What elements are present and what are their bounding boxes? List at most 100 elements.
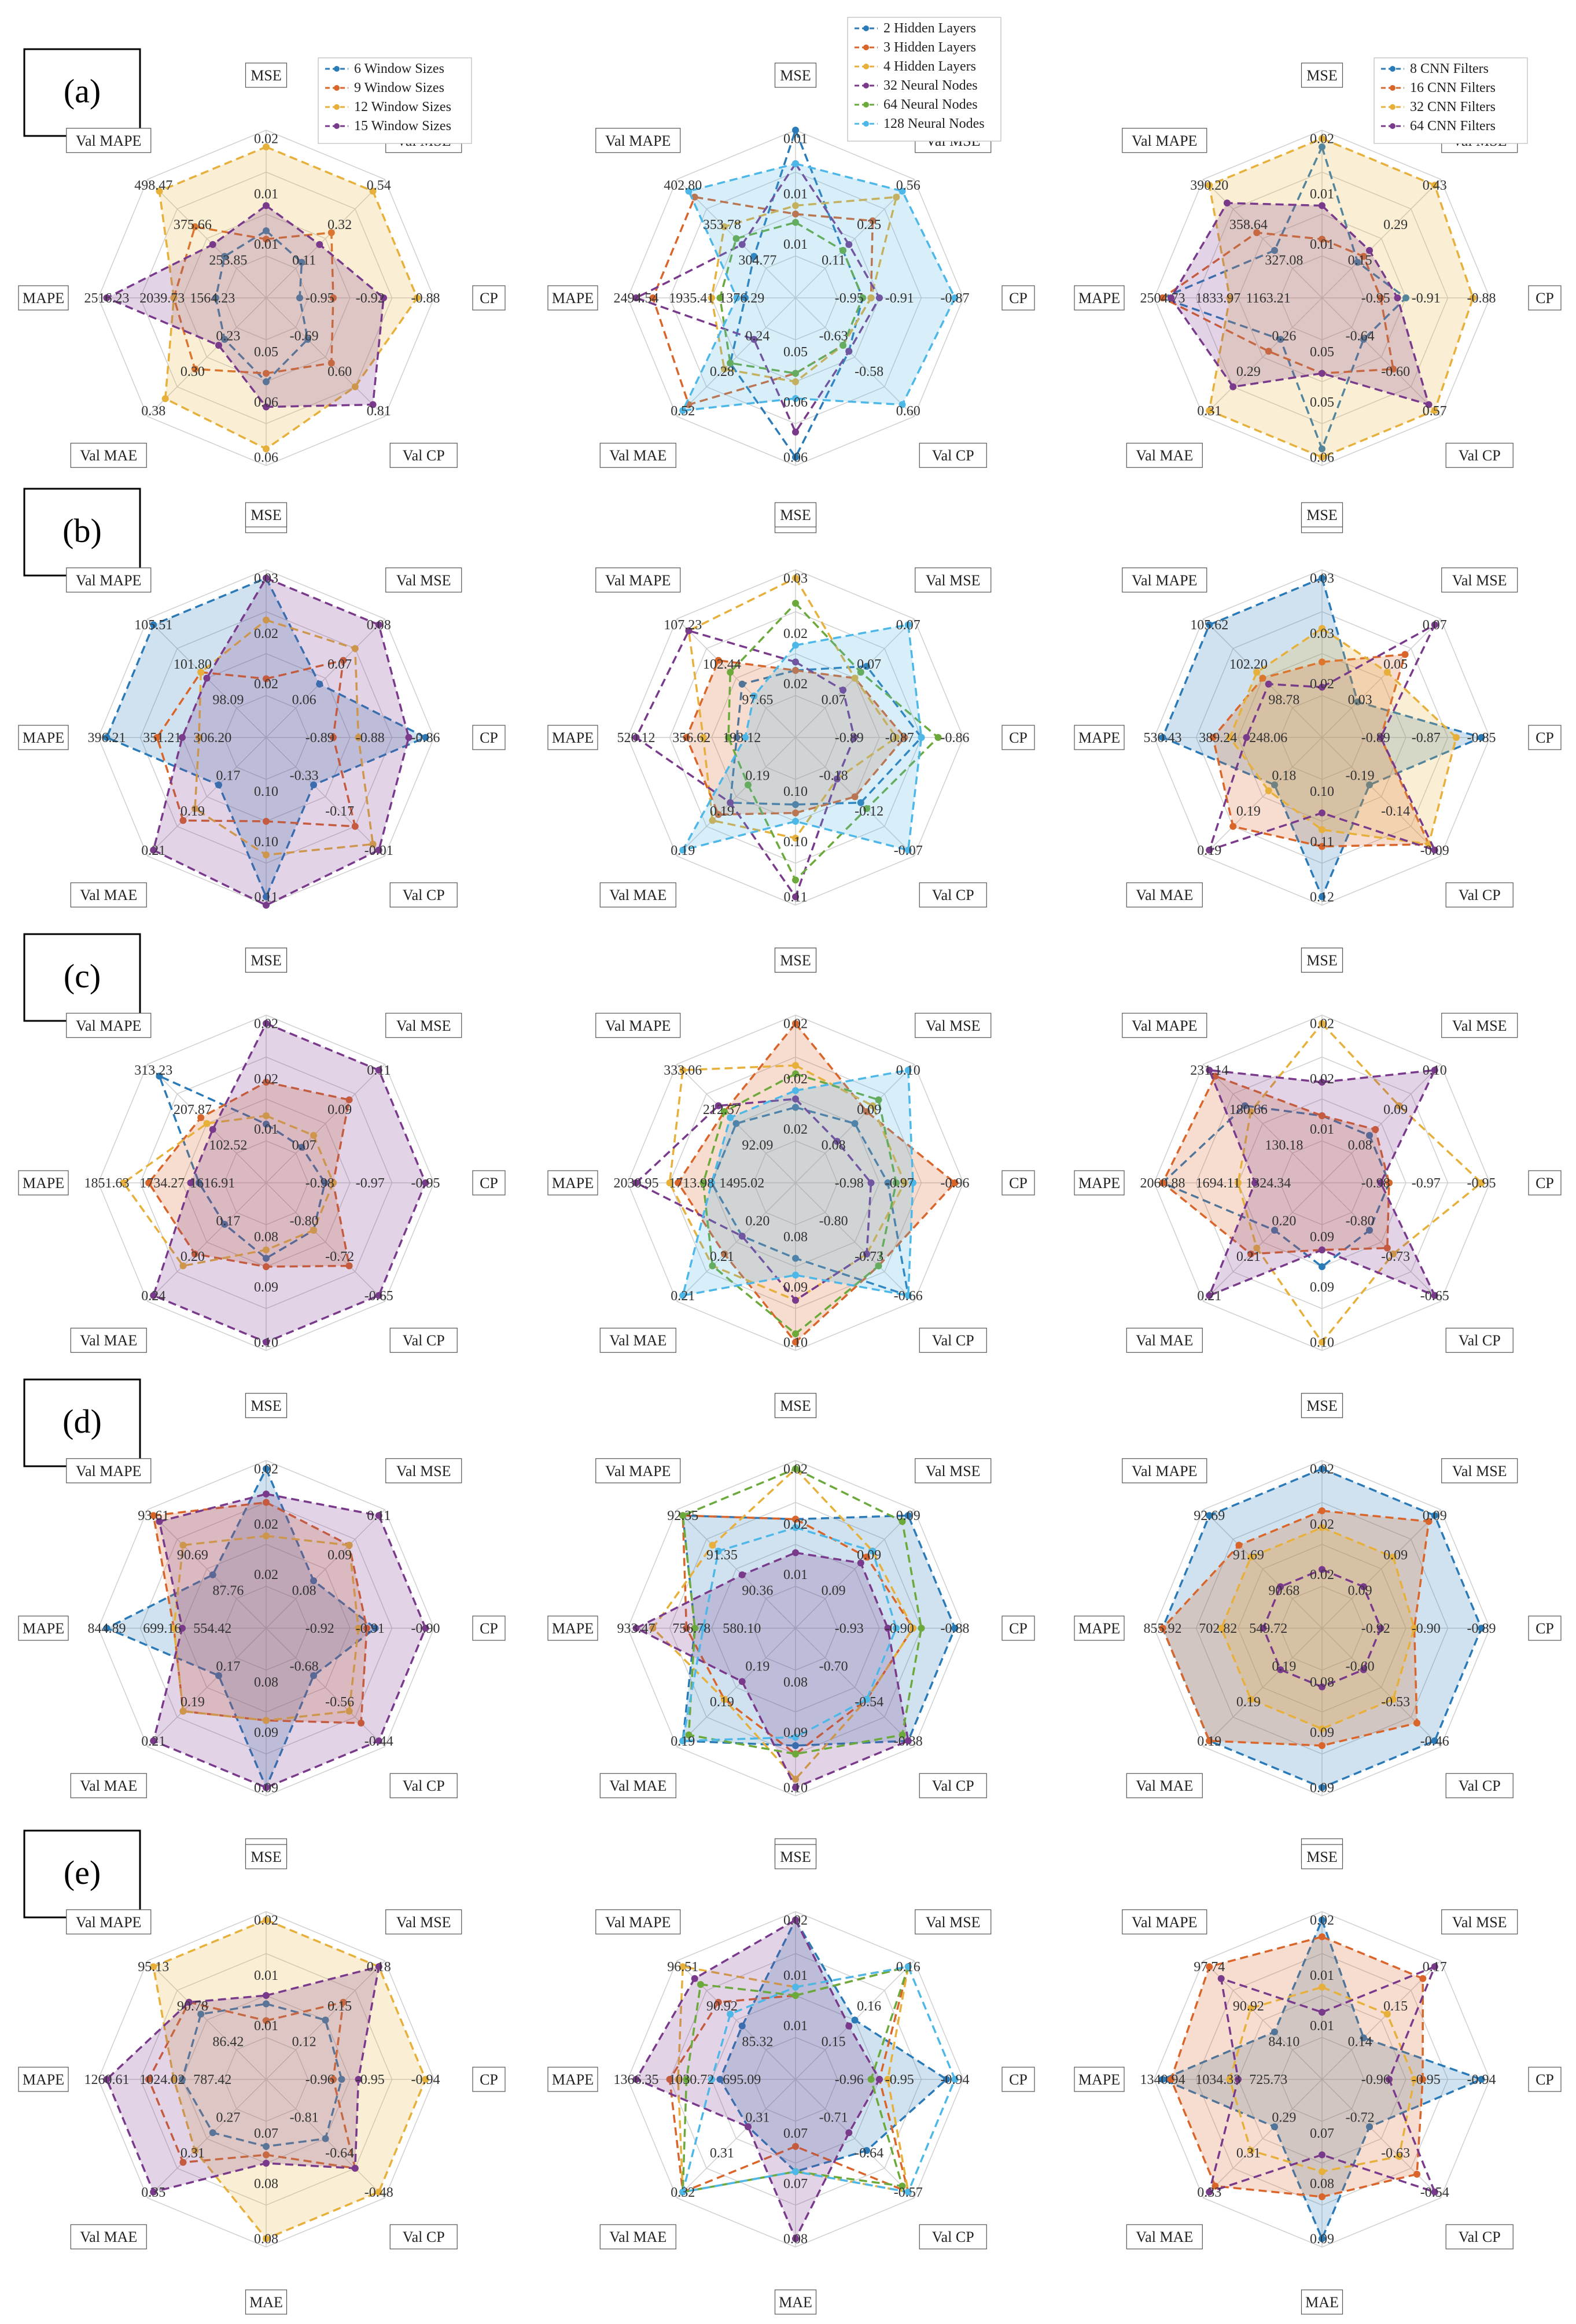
data-point [679, 1512, 687, 1519]
data-point [699, 1625, 707, 1632]
data-point [792, 1095, 799, 1102]
data-point [1372, 1126, 1379, 1133]
data-point [170, 1625, 178, 1632]
legend-entry: 9 Window Sizes [354, 80, 444, 95]
legend-marker [334, 85, 340, 91]
axis-label-box [1445, 2224, 1514, 2249]
row-label-text: (c) [64, 957, 101, 995]
axis-label: Val MAE [609, 1777, 667, 1794]
data-point [179, 2159, 187, 2166]
tick-label: 0.11 [292, 253, 316, 268]
data-point [720, 1696, 728, 1703]
tick-label: -0.56 [325, 1695, 354, 1710]
tick-label: 0.24 [141, 1289, 165, 1304]
axis-label-box [18, 285, 69, 311]
legend-entry: 15 Window Sizes [354, 119, 451, 134]
axis-label-box [245, 1393, 288, 1418]
series-polygon [651, 1467, 915, 1781]
tick-label: -0.33 [290, 769, 319, 784]
tick-label: 351.21 [143, 731, 181, 746]
tick-label: 358.64 [1229, 217, 1268, 233]
data-point [296, 294, 303, 301]
axis-label: MAPE [23, 290, 64, 307]
series-polygon [681, 163, 956, 412]
data-point [792, 574, 799, 582]
data-point [1319, 2193, 1325, 2200]
data-point [1253, 229, 1261, 237]
tick-label: -0.96 [1361, 2072, 1390, 2087]
radar-chart-b-2: 0.03 0.02 0.02 0.07 0.07 0.07 -0.86 -0.87 -0.89 -… [547, 502, 1035, 973]
data-point [733, 734, 741, 741]
data-point [414, 294, 421, 301]
data-point [263, 902, 270, 909]
data-point [1319, 1263, 1325, 1270]
data-point [792, 1255, 799, 1262]
axis-label-box [70, 2224, 147, 2249]
data-point [1394, 294, 1401, 301]
legend: 2 Hidden Layers 3 Hidden Layers 4 Hidden L… [847, 17, 1001, 142]
data-point [150, 1292, 157, 1299]
axis-label: MSE [780, 1397, 811, 1414]
radar-chart-e-3: 0.02 0.01 0.01 0.17 0.15 0.14 -0.94 -0.95 -0.96 -… [1074, 1844, 1562, 2315]
axis-label-box [547, 1615, 598, 1641]
tick-label: 0.09 [857, 1548, 881, 1563]
grid-spoke [795, 1628, 915, 1747]
tick-label: 0.19 [1197, 1734, 1221, 1749]
data-point [893, 193, 900, 201]
tick-label: 98.09 [212, 692, 244, 707]
data-point [1413, 2171, 1421, 2178]
tick-label: 389.24 [1199, 731, 1237, 746]
tick-label: -0.98 [835, 1176, 864, 1191]
legend-entry: 12 Window Sizes [354, 99, 451, 115]
data-point [1226, 2076, 1233, 2083]
tick-label: -0.88 [1467, 291, 1496, 306]
tick-label: 0.11 [254, 890, 278, 905]
tick-label: 101.80 [174, 657, 212, 672]
data-point [263, 2151, 270, 2159]
data-point [1431, 846, 1438, 854]
data-point [792, 1750, 799, 1758]
data-point [1319, 843, 1325, 850]
tick-label: 0.01 [254, 1122, 278, 1137]
tick-label: -0.38 [894, 1734, 923, 1749]
data-point [1319, 453, 1325, 461]
tick-label: -0.92 [356, 291, 385, 306]
data-point [792, 378, 799, 385]
tick-label: 0.18 [1272, 769, 1296, 784]
axis-label-box [1074, 285, 1125, 311]
tick-label: 0.10 [254, 835, 278, 850]
tick-label: -0.80 [290, 1214, 319, 1229]
data-point [792, 1549, 799, 1556]
data-point [715, 1102, 722, 1109]
data-point [363, 1625, 370, 1632]
data-point [196, 1179, 202, 1186]
tick-label: -0.68 [290, 1659, 319, 1674]
row-label-text: (b) [62, 512, 102, 549]
axis-label-box [595, 1909, 681, 1935]
axis-label: MSE [1306, 1397, 1337, 1414]
tick-label: 1034.33 [1195, 2072, 1240, 2087]
data-point [869, 1547, 877, 1555]
tick-label: 0.19 [671, 1734, 695, 1749]
data-point [715, 656, 722, 664]
legend-entry: 32 Neural Nodes [883, 78, 978, 93]
tick-label: 0.15 [822, 2034, 846, 2049]
data-point [1319, 2009, 1325, 2016]
tick-label: -0.71 [819, 2111, 848, 2126]
data-point [263, 1491, 270, 1497]
data-point [1319, 143, 1325, 150]
data-point [1212, 1072, 1219, 1080]
tick-label: 0.01 [783, 1567, 808, 1582]
data-point [904, 1512, 912, 1519]
data-point [699, 734, 707, 741]
data-point [899, 1731, 906, 1739]
tick-label: 0.02 [254, 626, 278, 641]
data-point [375, 1737, 382, 1744]
data-point [1206, 2188, 1213, 2196]
grid-spoke [266, 1509, 385, 1629]
data-point [103, 1625, 111, 1632]
data-point [1386, 1179, 1393, 1186]
tick-label: 725.73 [1249, 2072, 1287, 2087]
tick-label: 212.57 [703, 1102, 741, 1117]
axis-label: CP [480, 2071, 498, 2088]
